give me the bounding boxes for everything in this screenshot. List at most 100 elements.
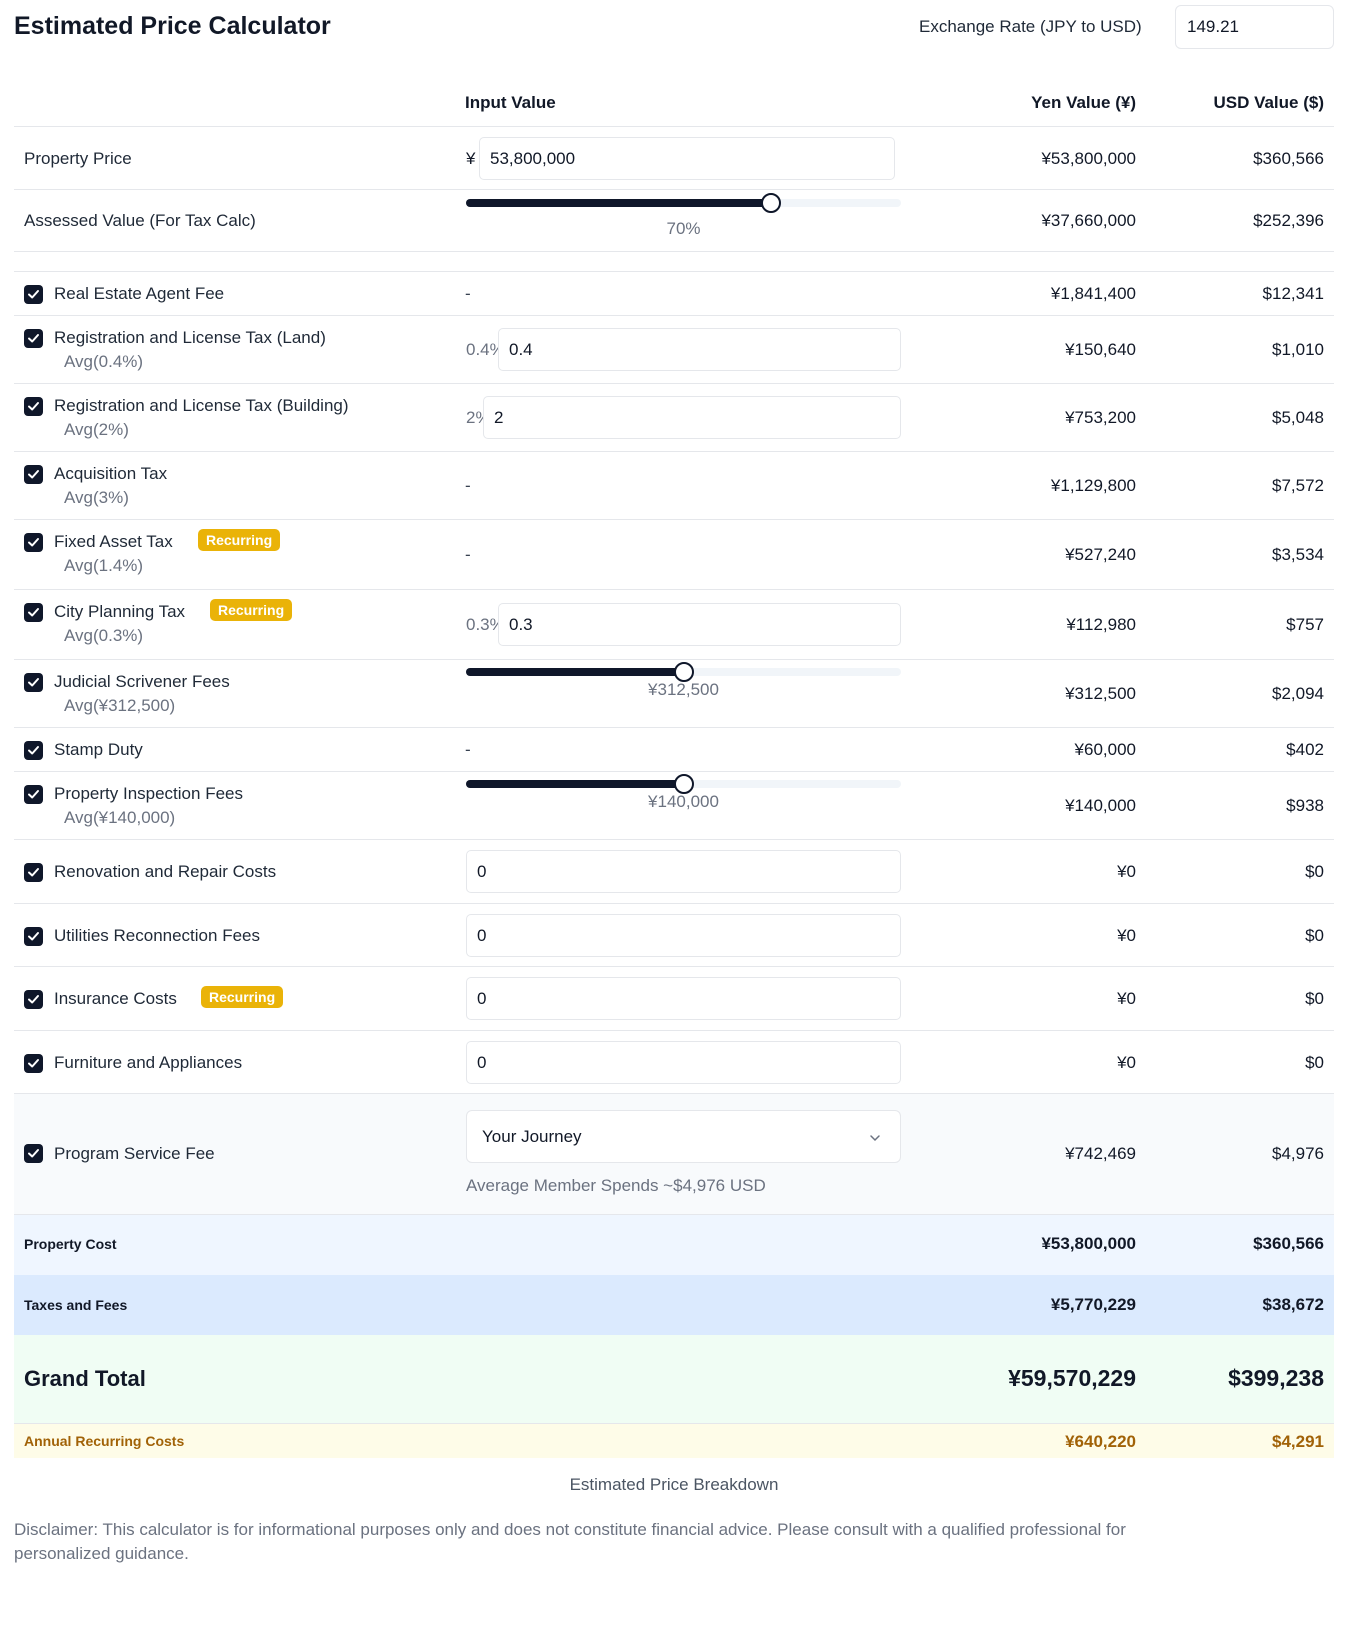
fee-amount-input[interactable] [466, 850, 901, 893]
fee-checkbox[interactable] [24, 397, 43, 416]
check-icon [28, 1149, 39, 1158]
fee-row: Judicial Scrivener Fees Avg(¥312,500) ¥312… [14, 660, 1334, 728]
fee-yen: ¥753,200 [1065, 408, 1136, 427]
fee-checkbox[interactable] [24, 1054, 43, 1073]
yen-symbol: ¥ [466, 149, 476, 168]
assessed-value-percent: 70% [666, 219, 701, 238]
fee-average: Avg(¥312,500) [64, 696, 176, 715]
fee-amount-input[interactable] [466, 977, 901, 1020]
fee-percent: 0.4% [466, 340, 505, 359]
fee-yen: ¥112,980 [1066, 615, 1136, 634]
check-icon [28, 790, 39, 799]
annual-recurring-label: Annual Recurring Costs [24, 1433, 185, 1449]
fee-average: Avg(¥140,000) [64, 808, 176, 827]
check-icon [28, 402, 39, 411]
fee-yen: ¥1,841,400 [1050, 284, 1136, 303]
property-price-yen: ¥53,800,000 [1041, 149, 1136, 168]
fee-amount-input[interactable] [466, 914, 901, 957]
fee-checkbox[interactable] [24, 465, 43, 484]
fee-no-input: - [465, 545, 471, 564]
fee-percent: 0.3% [466, 615, 505, 634]
fee-no-input: - [465, 740, 471, 759]
check-icon [28, 746, 39, 755]
fee-no-input: - [465, 284, 471, 303]
fee-rate-input[interactable] [483, 396, 901, 439]
assessed-value-slider[interactable] [466, 193, 901, 213]
fee-name: Judicial Scrivener Fees [54, 672, 230, 691]
fee-row: Fixed Asset Tax Avg(1.4%) Recurring - ¥527,2… [14, 520, 1334, 590]
fee-name: City Planning Tax [54, 602, 186, 621]
fee-checkbox[interactable] [24, 927, 43, 946]
fee-name: Registration and License Tax (Building) [54, 396, 349, 415]
fee-no-input: - [465, 476, 471, 495]
program-select[interactable]: Your Journey [466, 1110, 901, 1163]
property-price-row: Property Price ¥ ¥53,800,000 $360,566 [14, 127, 1334, 190]
check-icon [28, 868, 39, 877]
property-price-input[interactable] [479, 137, 895, 180]
fee-checkbox[interactable] [24, 603, 43, 622]
slider-thumb[interactable] [673, 662, 694, 682]
fee-checkbox[interactable] [24, 673, 43, 692]
fee-slider-value: ¥312,500 [648, 680, 719, 699]
fee-slider[interactable] [466, 774, 901, 794]
fee-amount-input[interactable] [466, 1041, 901, 1084]
annual-recurring-usd: $4,291 [1272, 1432, 1324, 1451]
fee-usd: $0 [1305, 926, 1324, 945]
check-icon [28, 470, 39, 479]
fee-checkbox[interactable] [24, 533, 43, 552]
program-fee-usd: $4,976 [1272, 1144, 1324, 1163]
fee-rate-input[interactable] [498, 328, 901, 371]
fee-name: Renovation and Repair Costs [54, 862, 277, 881]
header: Estimated Price Calculator Exchange Rate… [14, 0, 1334, 54]
table-header: Input Value Yen Value (¥) USD Value ($) [14, 76, 1334, 127]
check-icon [28, 608, 39, 617]
page-title: Estimated Price Calculator [14, 12, 331, 40]
slider-thumb[interactable] [673, 774, 694, 794]
fee-usd: $3,534 [1272, 545, 1324, 564]
fee-row: Registration and License Tax (Land) Avg(0… [14, 316, 1334, 384]
fee-checkbox[interactable] [24, 863, 43, 882]
fee-yen: ¥527,240 [1065, 545, 1136, 564]
property-price-label: Property Price [24, 149, 132, 168]
recurring-badge: Recurring [201, 986, 284, 1008]
slider-fill [466, 780, 684, 788]
fee-checkbox[interactable] [24, 990, 43, 1009]
recurring-badge: Recurring [210, 599, 293, 621]
fee-row: City Planning Tax Avg(0.3%) Recurring 0.3% ¥… [14, 590, 1334, 660]
fee-yen: ¥140,000 [1065, 796, 1136, 815]
program-fee-checkbox[interactable] [24, 1144, 43, 1163]
property-cost-usd: $360,566 [1253, 1234, 1324, 1253]
property-price-usd: $360,566 [1253, 149, 1324, 168]
exchange-rate-label: Exchange Rate (JPY to USD) [919, 17, 1142, 36]
fee-checkbox[interactable] [24, 285, 43, 304]
check-icon [28, 995, 39, 1004]
fee-usd: $7,572 [1272, 476, 1324, 495]
assessed-value-usd: $252,396 [1253, 211, 1324, 230]
fee-rows: Real Estate Agent Fee - ¥1,841,400 $12,341 R… [14, 272, 1334, 1094]
property-cost-row: Property Cost ¥53,800,000 $360,566 [14, 1215, 1334, 1275]
check-icon [28, 932, 39, 941]
fee-usd: $5,048 [1272, 408, 1324, 427]
fee-yen: ¥1,129,800 [1050, 476, 1136, 495]
fee-usd: $938 [1286, 796, 1324, 815]
property-cost-yen: ¥53,800,000 [1041, 1234, 1136, 1253]
fee-slider[interactable] [466, 662, 901, 682]
recurring-badge: Recurring [198, 529, 281, 551]
chevron-down-icon [870, 1135, 880, 1142]
fee-rate-input[interactable] [498, 603, 901, 646]
fee-yen: ¥150,640 [1065, 340, 1136, 359]
program-fee-yen: ¥742,469 [1065, 1144, 1136, 1163]
column-header-usd: USD Value ($) [1213, 93, 1324, 112]
fee-checkbox[interactable] [24, 785, 43, 804]
column-header-yen: Yen Value (¥) [1031, 93, 1136, 112]
exchange-rate-input[interactable] [1175, 5, 1334, 49]
check-icon [28, 1059, 39, 1068]
fee-name: Stamp Duty [54, 740, 143, 759]
slider-fill [466, 199, 771, 207]
fee-checkbox[interactable] [24, 741, 43, 760]
slider-thumb[interactable] [760, 193, 781, 213]
program-fee-label: Program Service Fee [54, 1144, 215, 1163]
fee-row: Real Estate Agent Fee - ¥1,841,400 $12,341 [14, 272, 1334, 316]
fee-checkbox[interactable] [24, 329, 43, 348]
taxes-fees-usd: $38,672 [1262, 1295, 1324, 1314]
